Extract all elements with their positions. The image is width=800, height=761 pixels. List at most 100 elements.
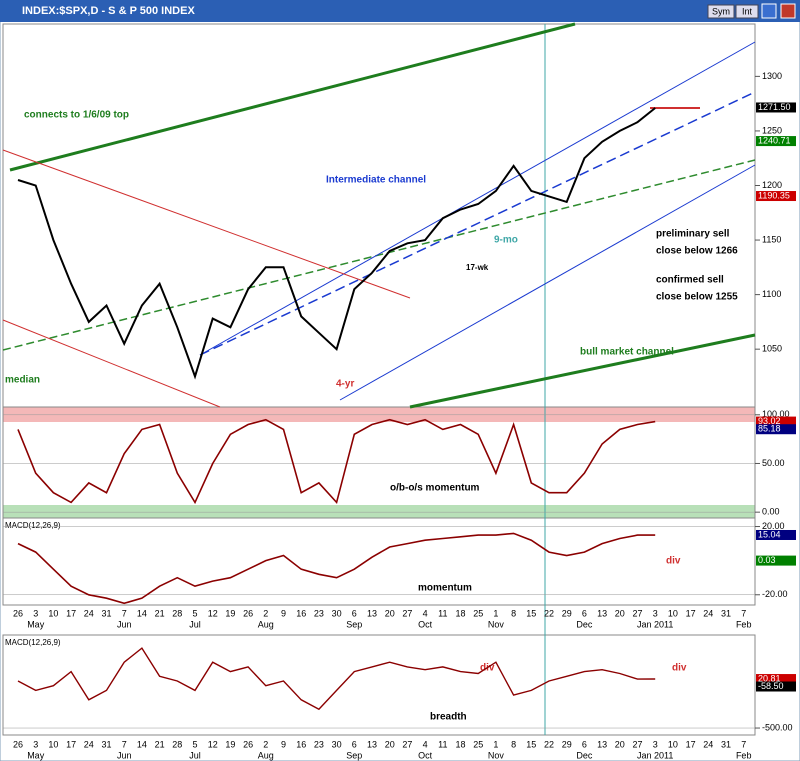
x-tick-label: 18: [455, 608, 465, 618]
x-tick-label: 2: [263, 608, 268, 618]
trendline: [409, 333, 756, 409]
x-tick-label: 13: [597, 739, 607, 749]
month-label: May: [27, 619, 45, 629]
close[interactable]: [780, 3, 796, 19]
sym-button[interactable]: [707, 4, 735, 19]
x-tick-label: 17: [66, 608, 76, 618]
x-tick-label: 21: [155, 739, 165, 749]
x-tick-label: 25: [473, 739, 483, 749]
last-value-box: [756, 424, 796, 435]
month-label: Aug: [258, 750, 274, 760]
x-tick-label: 28: [172, 739, 182, 749]
last-value-label: 1190.35: [758, 190, 790, 200]
x-tick-label: 10: [48, 739, 58, 749]
x-tick-label: 3: [33, 739, 38, 749]
y-tick-label: 1050: [762, 344, 782, 354]
last-value-label: 93.02: [758, 416, 781, 426]
last-value-label: 1240.71: [758, 135, 791, 145]
trendline: [2, 319, 221, 408]
breadth-panel: [2, 634, 756, 736]
x-tick-label: 30: [332, 739, 342, 749]
x-tick-label: 31: [101, 608, 111, 618]
annotation: connects to 1/6/09 top: [24, 110, 129, 121]
month-label: Sep: [346, 750, 362, 760]
x-tick-label: 18: [455, 739, 465, 749]
sym-label[interactable]: Sym: [712, 6, 730, 16]
annotation: bull market channel: [580, 347, 674, 358]
annotation: close below 1266: [656, 246, 738, 257]
last-value-box: [756, 102, 796, 113]
x-tick-label: 28: [172, 608, 182, 618]
x-tick-label: 17: [66, 739, 76, 749]
x-tick-label: 7: [741, 608, 746, 618]
month-label: Jan 2011: [637, 750, 673, 760]
y-tick-label: 20.00: [762, 521, 785, 531]
annotation: median: [5, 375, 40, 386]
x-tick-label: 17: [686, 608, 696, 618]
annotation: 4-yr: [336, 379, 354, 390]
x-tick-label: 26: [13, 739, 23, 749]
month-label: Aug: [258, 619, 274, 629]
last-value-label: 0.03: [758, 555, 776, 565]
last-value-box: [756, 681, 796, 692]
last-value-box: [756, 136, 796, 147]
x-tick-label: 31: [101, 739, 111, 749]
minimize[interactable]: [761, 3, 777, 19]
x-tick-label: 14: [137, 608, 147, 618]
month-label: Dec: [576, 750, 593, 760]
x-tick-label: 20: [615, 739, 625, 749]
panel-title: MACD(12,26,9): [5, 638, 61, 647]
month-label: Feb: [736, 750, 752, 760]
int-label[interactable]: Int: [742, 6, 753, 16]
y-tick-label: 0.00: [762, 507, 780, 517]
x-tick-label: 19: [225, 739, 235, 749]
x-tick-label: 24: [84, 739, 94, 749]
x-tick-label: 22: [544, 608, 554, 618]
annotation: preliminary sell: [656, 229, 730, 240]
month-label: Nov: [488, 750, 505, 760]
oversold-zone: [3, 505, 755, 518]
x-tick-label: 23: [314, 739, 324, 749]
x-tick-label: 1: [493, 739, 498, 749]
x-tick-label: 6: [352, 739, 357, 749]
month-label: Jul: [189, 619, 201, 629]
trendline: [9, 22, 576, 172]
y-tick-label: -20.00: [762, 589, 788, 599]
x-tick-label: 6: [582, 739, 587, 749]
annotation: o/b-o/s momentum: [390, 483, 480, 494]
last-value-box: [756, 555, 796, 566]
last-value-label: 85.18: [758, 424, 781, 434]
month-label: Feb: [736, 619, 752, 629]
x-tick-label: 17: [686, 739, 696, 749]
x-tick-label: 16: [296, 608, 306, 618]
x-tick-label: 8: [511, 739, 516, 749]
month-label: Jun: [117, 619, 132, 629]
x-tick-label: 15: [526, 739, 536, 749]
annotation: 17-wk: [466, 263, 489, 272]
x-tick-label: 8: [511, 608, 516, 618]
macd-panel: [2, 517, 756, 606]
x-tick-label: 22: [544, 739, 554, 749]
last-value-label: 15.04: [758, 529, 781, 539]
x-tick-label: 15: [526, 608, 536, 618]
x-tick-label: 13: [597, 608, 607, 618]
x-tick-label: 29: [562, 608, 572, 618]
annotation: momentum: [418, 583, 472, 594]
y-tick-label: 1300: [762, 71, 782, 81]
month-label: Nov: [488, 619, 505, 629]
x-tick-label: 20: [615, 608, 625, 618]
x-tick-label: 19: [225, 608, 235, 618]
annotation: div: [672, 663, 687, 674]
channel-line: [199, 41, 756, 356]
x-tick-label: 11: [438, 739, 447, 749]
x-tick-label: 7: [122, 739, 127, 749]
channel-line: [199, 91, 756, 356]
x-tick-label: 1: [493, 608, 498, 618]
x-tick-label: 10: [668, 739, 678, 749]
x-tick-label: 7: [741, 739, 746, 749]
x-tick-label: 4: [423, 739, 428, 749]
x-tick-label: 13: [367, 608, 377, 618]
annotation: breadth: [430, 712, 467, 723]
int-button[interactable]: [735, 4, 759, 19]
